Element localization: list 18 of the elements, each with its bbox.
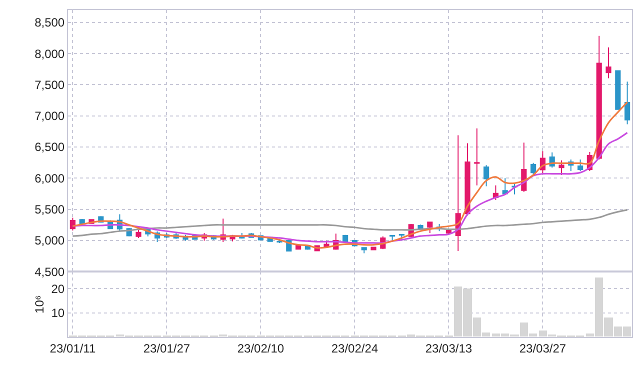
y-tick-label: 5,500 — [34, 202, 65, 217]
y-tick-label: 4,500 — [34, 264, 65, 279]
y-tick-label: 7,500 — [34, 78, 65, 92]
y-tick-label: 5,000 — [34, 234, 65, 248]
y-tick-label: 7,000 — [34, 109, 65, 124]
y-tick-label: 20 — [51, 282, 65, 296]
y-tick-label: 10 — [51, 306, 65, 320]
x-tick-label: 23/01/27 — [143, 341, 190, 356]
x-tick-label: 23/02/10 — [237, 341, 284, 356]
x-tick-label: 23/03/27 — [519, 341, 566, 356]
y-tick-label: 8,500 — [34, 16, 65, 30]
y-tick-label: 6,000 — [34, 171, 65, 186]
x-tick-label: 23/01/11 — [50, 341, 96, 356]
y-tick-label: 6,500 — [34, 140, 65, 154]
y-axis-title: 10⁶ — [32, 295, 47, 314]
y-tick-label: 8,000 — [34, 46, 65, 61]
x-tick-label: 23/03/13 — [425, 341, 472, 356]
x-tick-label: 23/02/24 — [331, 341, 378, 356]
